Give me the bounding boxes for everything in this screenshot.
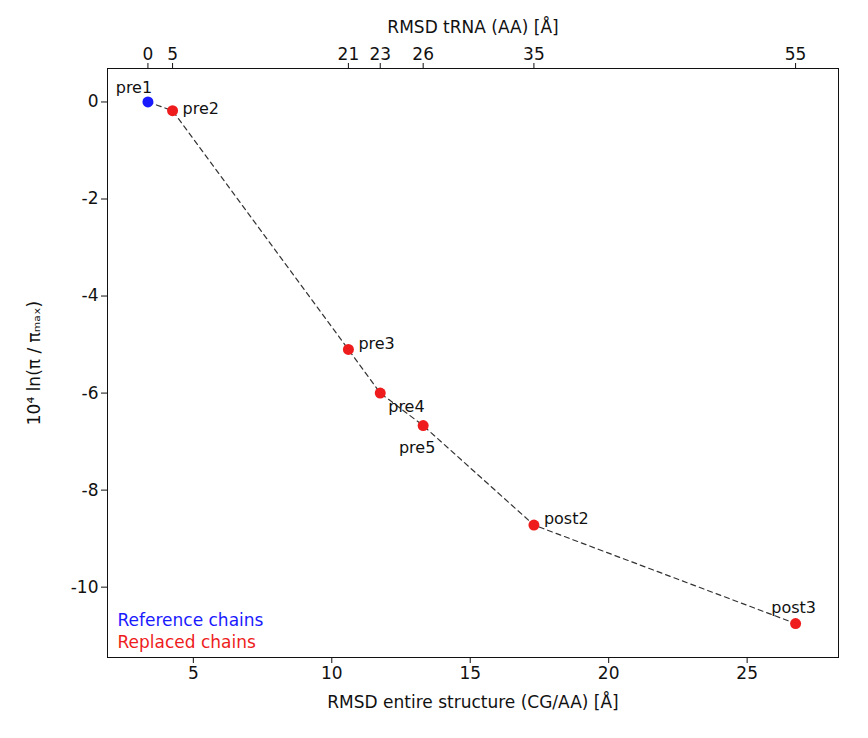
svg-text:pre2: pre2 [183, 99, 219, 118]
svg-text:15: 15 [459, 663, 481, 683]
svg-text:post3: post3 [771, 598, 816, 617]
svg-text:35: 35 [523, 44, 545, 64]
svg-text:25: 25 [736, 663, 758, 683]
svg-text:-10: -10 [71, 577, 99, 597]
svg-text:10: 10 [321, 663, 343, 683]
svg-text:pre1: pre1 [116, 78, 152, 97]
svg-text:10⁴ ln(π / πₘₐₓ): 10⁴ ln(π / πₘₐₓ) [24, 301, 44, 425]
svg-text:-6: -6 [82, 383, 99, 403]
svg-text:5: 5 [188, 663, 199, 683]
svg-text:-4: -4 [82, 285, 99, 305]
svg-text:26: 26 [412, 44, 434, 64]
svg-text:pre5: pre5 [399, 438, 435, 457]
svg-text:RMSD entire structure (CG/AA): RMSD entire structure (CG/AA) [Å] [327, 691, 618, 712]
svg-text:21: 21 [338, 44, 360, 64]
svg-text:Replaced chains: Replaced chains [118, 632, 256, 652]
svg-text:post2: post2 [544, 509, 589, 528]
svg-text:0: 0 [88, 91, 99, 111]
svg-text:pre3: pre3 [358, 334, 394, 353]
svg-text:20: 20 [598, 663, 620, 683]
svg-text:55: 55 [785, 44, 807, 64]
svg-text:5: 5 [167, 44, 178, 64]
svg-text:Reference chains: Reference chains [118, 610, 264, 630]
svg-text:pre4: pre4 [388, 397, 424, 416]
svg-text:RMSD tRNA (AA) [Å]: RMSD tRNA (AA) [Å] [387, 16, 558, 37]
svg-text:-8: -8 [82, 480, 99, 500]
svg-text:0: 0 [143, 44, 154, 64]
svg-text:23: 23 [369, 44, 391, 64]
svg-text:-2: -2 [82, 188, 99, 208]
